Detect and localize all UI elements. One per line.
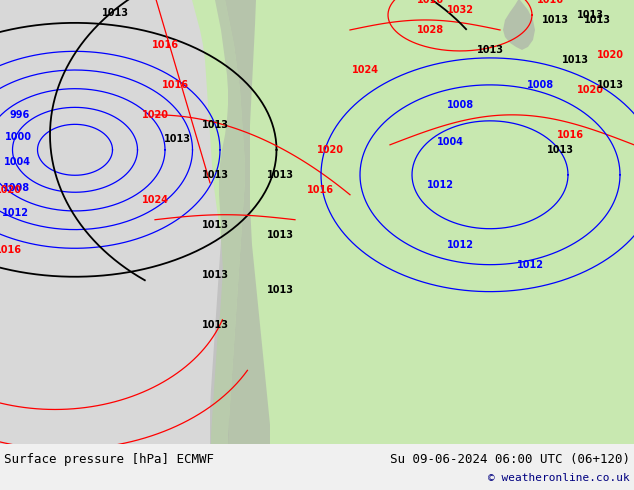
Text: 1013: 1013: [202, 170, 228, 180]
Text: 1013: 1013: [202, 120, 228, 130]
Text: Surface pressure [hPa] ECMWF: Surface pressure [hPa] ECMWF: [4, 453, 214, 466]
Polygon shape: [192, 0, 634, 444]
Text: 1012: 1012: [427, 180, 453, 190]
Text: 1013: 1013: [576, 10, 604, 20]
Polygon shape: [210, 0, 245, 444]
Text: 1004: 1004: [4, 157, 30, 167]
Text: 1032: 1032: [446, 5, 474, 15]
Text: 1013: 1013: [202, 220, 228, 230]
Text: 1013: 1013: [562, 55, 588, 65]
Text: 1013: 1013: [266, 230, 294, 240]
Text: 1020: 1020: [576, 85, 604, 95]
Text: 1013: 1013: [266, 285, 294, 294]
Text: 1020: 1020: [0, 185, 22, 195]
Polygon shape: [503, 0, 535, 50]
Text: 1020: 1020: [316, 145, 344, 155]
Text: 1008: 1008: [526, 80, 553, 90]
Text: 1012: 1012: [446, 240, 474, 250]
Text: 1013: 1013: [202, 270, 228, 280]
Text: 1012: 1012: [517, 260, 543, 270]
Text: 1008: 1008: [3, 183, 30, 193]
Text: 1013: 1013: [597, 80, 623, 90]
Text: 1013: 1013: [202, 319, 228, 330]
Text: 1016: 1016: [152, 40, 179, 50]
Text: 1024: 1024: [351, 65, 378, 75]
Text: 1024: 1024: [141, 195, 169, 205]
Text: 1013: 1013: [547, 145, 574, 155]
Text: 1013: 1013: [164, 134, 190, 144]
Text: 1016: 1016: [557, 130, 583, 140]
Text: Su 09-06-2024 06:00 UTC (06+120): Su 09-06-2024 06:00 UTC (06+120): [390, 453, 630, 466]
Text: 1020: 1020: [597, 50, 623, 60]
Text: 1016: 1016: [306, 185, 333, 195]
Text: 1016: 1016: [0, 245, 22, 255]
Text: 1013: 1013: [477, 45, 503, 55]
Text: 1000: 1000: [4, 132, 32, 142]
Text: 1012: 1012: [1, 208, 29, 218]
Text: 1028: 1028: [417, 25, 444, 35]
Text: 1013: 1013: [583, 15, 611, 25]
Text: 1004: 1004: [436, 137, 463, 147]
Text: 1013: 1013: [266, 170, 294, 180]
Text: 1013: 1013: [541, 15, 569, 25]
Text: 1013: 1013: [101, 8, 129, 18]
Text: 1016: 1016: [536, 0, 564, 5]
Text: 1020: 1020: [141, 110, 169, 120]
Text: 1008: 1008: [446, 100, 474, 110]
Text: © weatheronline.co.uk: © weatheronline.co.uk: [488, 473, 630, 483]
Text: 1016: 1016: [162, 80, 188, 90]
Text: 1016: 1016: [417, 0, 444, 5]
Text: 996: 996: [10, 110, 30, 120]
Polygon shape: [207, 77, 214, 105]
Polygon shape: [225, 0, 270, 444]
